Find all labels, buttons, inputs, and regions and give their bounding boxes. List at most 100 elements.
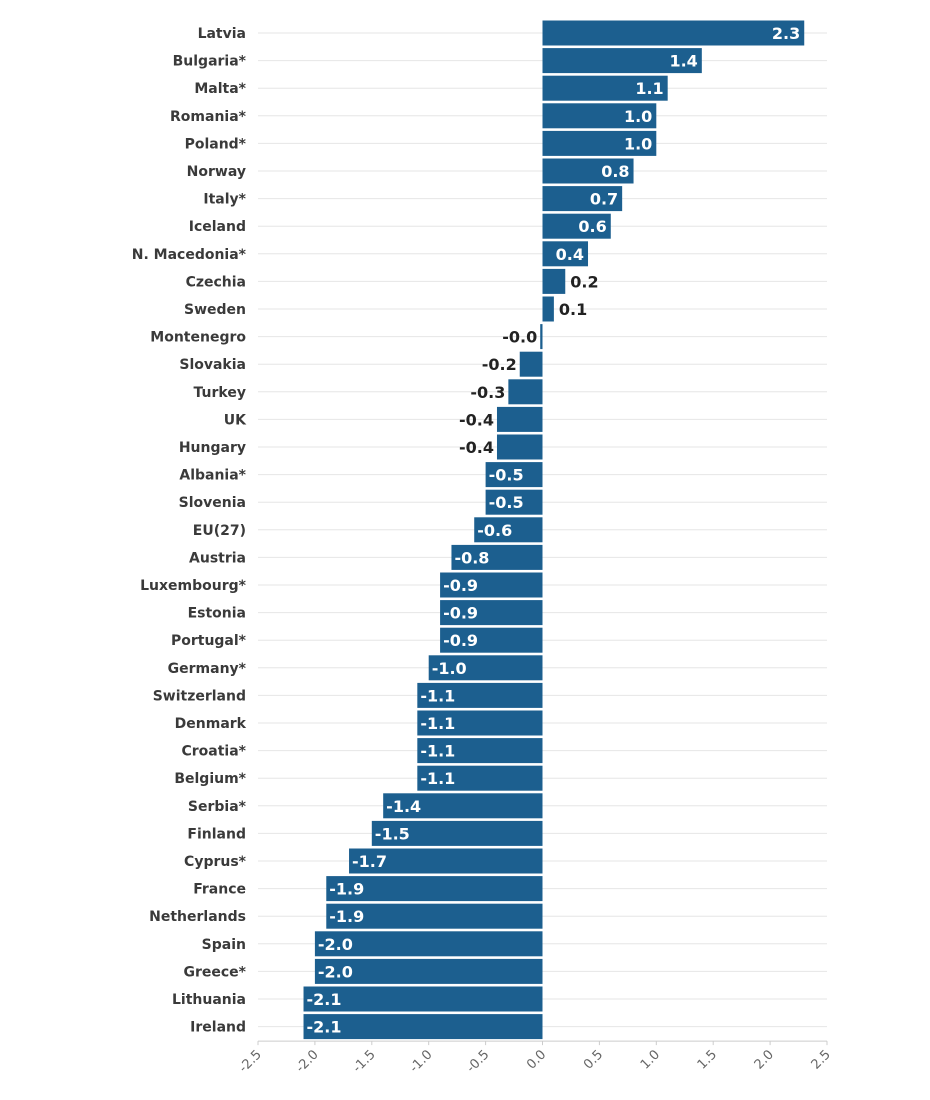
category-label: Italy* [203, 192, 246, 208]
value-label: -1.1 [420, 714, 455, 733]
category-label: Slovakia [179, 357, 246, 373]
value-label: -0.4 [459, 410, 494, 429]
category-label: Bulgaria* [173, 54, 247, 70]
category-label: Germany* [168, 661, 247, 677]
bar [303, 1014, 543, 1040]
value-label: 0.4 [556, 245, 584, 264]
bar [326, 903, 543, 929]
category-label: Serbia* [188, 799, 247, 815]
x-tick-label: 0.5 [581, 1047, 606, 1072]
value-label: 1.1 [635, 79, 663, 98]
bar [542, 296, 554, 322]
value-label: 0.7 [590, 190, 618, 209]
value-label: -2.1 [307, 1018, 342, 1037]
value-label: -0.2 [482, 355, 517, 374]
bar [542, 213, 611, 239]
bar [542, 186, 623, 212]
bar [417, 765, 543, 791]
bar [485, 462, 543, 488]
value-label: -0.5 [489, 493, 524, 512]
bar [496, 406, 543, 432]
value-label: 0.2 [570, 272, 598, 291]
x-tick-label: -1.5 [350, 1047, 379, 1076]
category-label: Spain [202, 937, 246, 953]
category-label: Austria [189, 550, 246, 566]
x-tick-label: -1.0 [407, 1047, 436, 1076]
category-label: Norway [187, 164, 246, 180]
category-label: Denmark [175, 716, 247, 732]
bar [542, 20, 805, 46]
value-label: -2.0 [318, 962, 353, 981]
category-label: Greece* [183, 964, 246, 980]
value-label: -0.4 [459, 438, 494, 457]
value-label: -1.1 [420, 742, 455, 761]
category-label: Belgium* [174, 771, 246, 787]
category-label: EU(27) [193, 523, 246, 539]
value-label: -1.1 [420, 686, 455, 705]
category-label: Estonia [188, 606, 246, 622]
value-label: -1.4 [386, 797, 421, 816]
value-label: -0.3 [470, 383, 505, 402]
category-label: Finland [187, 826, 246, 842]
category-label: Portugal* [171, 633, 247, 649]
category-label: Croatia* [181, 744, 246, 760]
category-label: N. Macedonia* [132, 247, 247, 263]
x-tick-label: 1.5 [695, 1047, 720, 1072]
value-label: -1.0 [432, 659, 467, 678]
category-label: UK [224, 412, 247, 428]
x-tick-label: -2.5 [236, 1047, 265, 1076]
bar [542, 103, 657, 129]
value-label: -0.5 [489, 466, 524, 485]
value-label: -1.1 [420, 769, 455, 788]
category-label: Sweden [184, 302, 246, 318]
x-tick-label: -2.0 [293, 1047, 322, 1076]
value-label: -0.6 [477, 521, 512, 540]
category-label: Turkey [194, 385, 246, 401]
value-label: 2.3 [772, 24, 800, 43]
bar [540, 324, 543, 350]
x-tick-label: 2.5 [809, 1047, 834, 1072]
category-label: Malta* [194, 81, 246, 97]
bar [542, 268, 566, 294]
value-label: -0.9 [443, 604, 478, 623]
category-label: Romania* [170, 109, 247, 125]
bar [542, 158, 634, 184]
bar [314, 931, 543, 957]
value-label: 1.0 [624, 107, 652, 126]
category-label: Poland* [185, 136, 247, 152]
category-label: Netherlands [149, 909, 246, 925]
category-label: Latvia [198, 26, 246, 42]
category-label: Ireland [190, 1020, 246, 1036]
value-label: -0.9 [443, 576, 478, 595]
value-label: 0.1 [559, 300, 587, 319]
bar [303, 986, 543, 1012]
value-label: -0.0 [502, 328, 537, 347]
x-tick-label: 1.0 [638, 1047, 663, 1072]
bar [485, 489, 543, 515]
category-label: Slovenia [179, 495, 246, 511]
category-label: Lithuania [172, 992, 246, 1008]
category-label: Luxembourg* [140, 578, 247, 594]
value-label: -2.0 [318, 935, 353, 954]
value-label: -0.8 [454, 548, 489, 567]
category-label: Albania* [179, 468, 246, 484]
x-tick-label: 0.0 [524, 1047, 549, 1072]
bar [474, 517, 543, 543]
bar [496, 434, 543, 460]
value-label: 0.6 [578, 217, 606, 236]
value-label: 1.0 [624, 134, 652, 153]
value-label: -1.7 [352, 852, 387, 871]
x-tick-label: -0.5 [464, 1047, 493, 1076]
category-label: Montenegro [150, 330, 246, 346]
bar [451, 544, 543, 570]
x-axis: -2.5 -2.0 -1.5 -1.0 -0.5 0.0 0.5 1.0 1.5 2.0 2.5 [236, 1040, 834, 1076]
bar [383, 793, 543, 819]
value-label: -1.9 [329, 907, 364, 926]
bar [542, 75, 668, 101]
value-label: -2.1 [307, 990, 342, 1009]
x-tick-label: 2.0 [752, 1047, 777, 1072]
category-label: Cyprus* [184, 854, 247, 870]
category-label: Hungary [179, 440, 246, 456]
